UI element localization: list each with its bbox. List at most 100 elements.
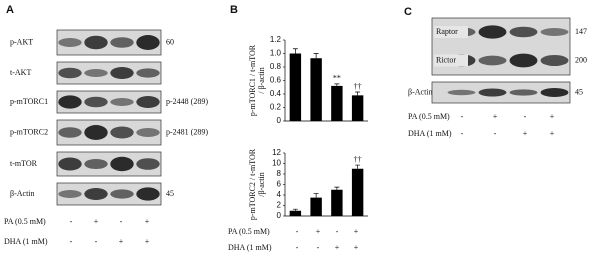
blot-label: p-mTORC1 [10, 97, 48, 106]
treatment-label: PA (0.5 mM) [228, 227, 270, 236]
y-axis-label: p-mTORC2 / t-mTOR [248, 148, 257, 220]
treatment-sign: - [524, 112, 527, 121]
bar [289, 53, 302, 121]
blot-band [136, 158, 160, 170]
y-tick-label: 10 [272, 159, 281, 168]
treatment-sign: + [354, 243, 359, 252]
blot-band [478, 88, 507, 97]
blot-label: p-AKT [10, 37, 33, 46]
bar [331, 189, 343, 216]
y-tick-label: 0.8 [270, 62, 282, 71]
label-bg [434, 54, 468, 67]
error-bar [292, 208, 298, 211]
blot-band [110, 156, 134, 172]
blot-band [110, 189, 134, 199]
treatment-sign: - [70, 217, 73, 226]
treatment-sign: + [316, 227, 321, 236]
blot-band [478, 55, 507, 66]
blot-band [110, 126, 134, 139]
blot-band [540, 54, 569, 67]
blot-band [58, 127, 82, 138]
blot-size: 200 [575, 55, 587, 64]
blot-band [509, 53, 538, 68]
error-bar [292, 48, 298, 54]
treatment-sign: - [461, 112, 464, 121]
blot-label: Raptor [436, 27, 458, 36]
treatment-sign: - [461, 129, 464, 138]
treatment-sign: + [550, 112, 555, 121]
blot-band [509, 26, 538, 38]
blot-band [84, 188, 108, 200]
bar [310, 58, 322, 121]
y-tick-label: 0 [277, 211, 282, 220]
error-bar [313, 53, 319, 59]
blot-size: 45 [166, 189, 174, 198]
panel-label: B [230, 4, 238, 16]
blot-band [84, 125, 108, 140]
treatment-sign: - [296, 227, 299, 236]
y-tick-label: 8 [277, 169, 282, 178]
blot-box [56, 182, 162, 206]
blot-band [58, 157, 82, 171]
y-tick-label: 1.2 [270, 35, 282, 44]
treatment-sign: - [494, 129, 497, 138]
blot-band [136, 187, 160, 201]
error-bar [334, 186, 340, 190]
label-bg [434, 26, 468, 38]
bar [310, 197, 322, 216]
panel-label: A [6, 4, 14, 16]
treatment-sign: + [550, 129, 555, 138]
blot-label: t-AKT [10, 68, 31, 77]
blot-band [509, 89, 538, 96]
blot-band [136, 128, 160, 137]
error-bar [334, 83, 340, 86]
significance-label: †† [354, 155, 362, 164]
blot-label: p-mTORC2 [10, 127, 48, 136]
blot-box [56, 90, 162, 114]
blot-label: β-Actin [408, 87, 433, 96]
bar [351, 95, 364, 121]
blot-band [58, 38, 82, 47]
treatment-label: DHA (1 mM) [408, 129, 452, 138]
blot-band [58, 67, 82, 79]
treatment-sign: - [336, 227, 339, 236]
blot-band [84, 35, 108, 50]
bar [331, 85, 343, 121]
treatment-sign: - [317, 243, 320, 252]
treatment-sign: + [523, 129, 528, 138]
y-tick-label: 0.4 [270, 89, 282, 98]
treatment-label: PA (0.5 mM) [4, 217, 46, 226]
blot-band [136, 35, 160, 50]
treatment-sign: - [120, 217, 123, 226]
blot-band [540, 28, 569, 36]
blot-band [447, 89, 476, 96]
treatment-sign: - [70, 237, 73, 246]
blot-band [136, 96, 160, 108]
panel-label: C [404, 6, 412, 18]
error-bar [355, 164, 361, 169]
blot-size: p-2448 (289) [166, 97, 208, 106]
y-tick-label: 0.2 [270, 103, 282, 112]
treatment-sign: + [335, 243, 340, 252]
blot-band [84, 158, 108, 170]
blot-band [58, 95, 82, 109]
bar [289, 210, 302, 216]
blot-label: β-Actin [10, 189, 35, 198]
blot-label: t-mTOR [10, 159, 38, 168]
blot-band [136, 68, 160, 78]
y-axis-label: / β-actin [257, 67, 266, 94]
blot-band [84, 96, 108, 108]
blot-band [478, 25, 507, 39]
treatment-sign: - [95, 237, 98, 246]
treatment-sign: - [296, 243, 299, 252]
y-tick-label: 6 [277, 180, 282, 189]
blot-size: 45 [575, 87, 583, 96]
treatment-label: DHA (1 mM) [228, 243, 272, 252]
blot-band [110, 98, 134, 106]
blot-box [56, 61, 162, 85]
treatment-label: PA (0.5 mM) [408, 112, 450, 121]
blot-band [84, 69, 108, 77]
y-tick-label: 0 [277, 116, 282, 125]
y-axis-label: /β-actin [257, 172, 266, 197]
